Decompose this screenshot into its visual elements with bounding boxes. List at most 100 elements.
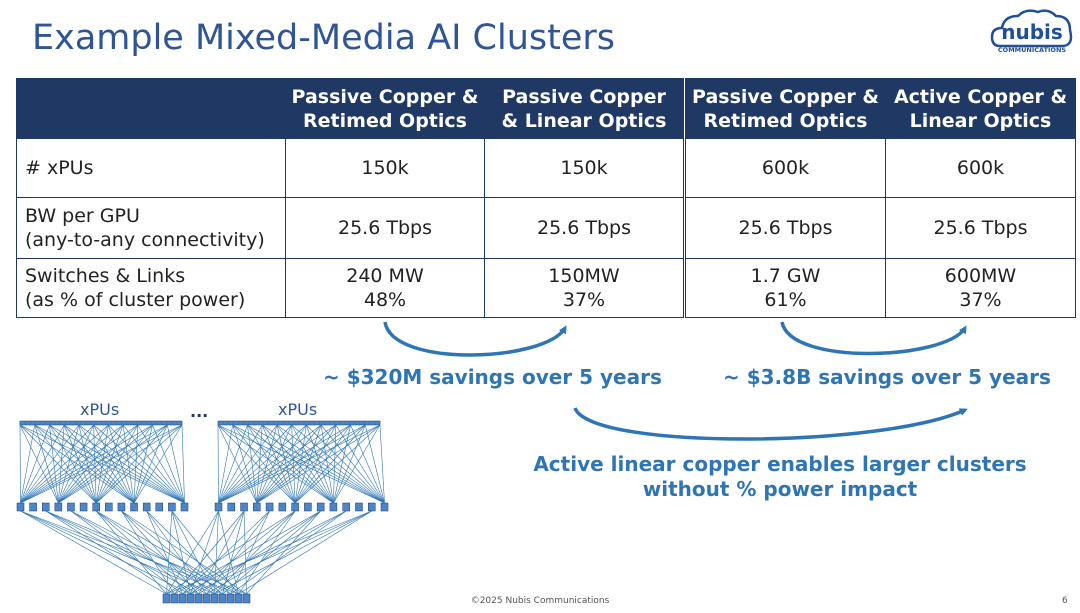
link-line: [206, 510, 347, 595]
link-line: [58, 424, 183, 504]
link-line: [256, 424, 337, 504]
comparison-table-150k: Passive Copper & Retimed Optics Passive …: [16, 78, 684, 318]
arrow-cluster-scale: [573, 407, 968, 441]
link-line: [174, 510, 321, 595]
link-line: [291, 424, 385, 504]
link-line: [217, 424, 296, 504]
slide-title: Example Mixed-Media AI Clusters: [32, 18, 616, 58]
link-line: [133, 424, 139, 504]
link-line: [20, 424, 153, 504]
link-line: [171, 510, 191, 595]
link-line: [182, 510, 347, 595]
leaf-switch: [155, 502, 164, 512]
leaf-switch: [130, 502, 138, 512]
leaf-switch: [168, 502, 176, 512]
link-line: [217, 424, 219, 504]
table-cell: 600k: [685, 138, 886, 198]
link-line: [218, 424, 336, 504]
link-line: [58, 424, 124, 504]
savings-150k-label: ~ $320M savings over 5 years: [323, 365, 662, 389]
link-line: [217, 424, 385, 504]
table-row: 1.7 GW 61% 600MW 37%: [685, 258, 1076, 318]
link-line: [58, 424, 109, 504]
leaf-switch: [304, 502, 312, 512]
leaf-switch: [380, 502, 389, 512]
link-line: [232, 424, 385, 504]
leaf-switch: [367, 502, 376, 512]
leaf-switch: [253, 502, 261, 512]
link-line: [214, 510, 219, 595]
link-line: [70, 510, 231, 595]
link-line: [96, 510, 239, 595]
link-line: [121, 510, 199, 595]
link-line: [20, 424, 124, 504]
link-line: [20, 424, 109, 504]
savings-600k-label: ~ $3.8B savings over 5 years: [723, 365, 1051, 389]
link-line: [247, 424, 334, 504]
link-line: [34, 424, 135, 504]
link-line: [256, 424, 307, 504]
logo-name: nubis: [1001, 20, 1063, 44]
copyright-footer: ©2025 Nubis Communications: [470, 596, 610, 606]
leaf-switch: [227, 502, 236, 512]
link-line: [214, 510, 296, 595]
link-line: [78, 424, 135, 504]
link-line: [70, 510, 207, 595]
link-line: [214, 510, 372, 595]
link-line: [19, 424, 21, 504]
link-line: [222, 510, 245, 595]
link-line: [243, 510, 247, 595]
link-line: [182, 510, 270, 595]
link-line: [20, 424, 138, 504]
link-line: [45, 510, 223, 595]
link-line: [230, 510, 347, 595]
leaf-switch: [79, 502, 88, 512]
link-line: [20, 424, 36, 504]
link-line: [121, 510, 223, 595]
link-line: [174, 510, 245, 595]
link-line: [190, 510, 219, 595]
link-line: [217, 424, 334, 504]
leaf-switch: [240, 502, 248, 512]
link-line: [20, 424, 80, 504]
link-line: [232, 424, 258, 504]
link-line: [333, 424, 337, 504]
link-line: [261, 424, 334, 504]
link-line: [34, 424, 97, 504]
link-line: [333, 424, 381, 504]
link-line: [320, 424, 334, 504]
link-line: [171, 510, 215, 595]
link-line: [276, 424, 296, 504]
link-line: [96, 510, 215, 595]
leaf-switch: [54, 502, 63, 512]
link-line: [166, 510, 372, 595]
link-line: [306, 424, 385, 504]
table-cell: 600MW 37%: [885, 258, 1076, 318]
link-line: [63, 424, 135, 504]
leaf-switch: [105, 502, 113, 512]
row-label: Switches & Links (as % of cluster power): [16, 258, 286, 318]
table-cell: 600k: [885, 138, 1076, 198]
link-line: [20, 424, 168, 504]
link-line: [166, 424, 185, 504]
leaf-switch: [117, 502, 126, 512]
link-line: [108, 424, 185, 504]
link-line: [166, 510, 219, 595]
link-line: [218, 510, 239, 595]
table-cell: 150MW 37%: [484, 258, 684, 318]
link-line: [45, 510, 175, 595]
leaf-switch: [355, 502, 363, 512]
leaf-switch: [41, 502, 50, 512]
nubis-logo: nubis COMMUNICATIONS: [990, 9, 1073, 54]
link-line: [19, 424, 135, 504]
leaf-switch: [316, 502, 325, 512]
link-line: [93, 424, 135, 504]
link-line: [262, 424, 385, 504]
link-line: [19, 424, 59, 504]
link-line: [58, 424, 94, 504]
link-line: [261, 424, 296, 504]
link-line: [218, 424, 381, 504]
link-line: [218, 424, 248, 504]
link-line: [166, 510, 173, 595]
